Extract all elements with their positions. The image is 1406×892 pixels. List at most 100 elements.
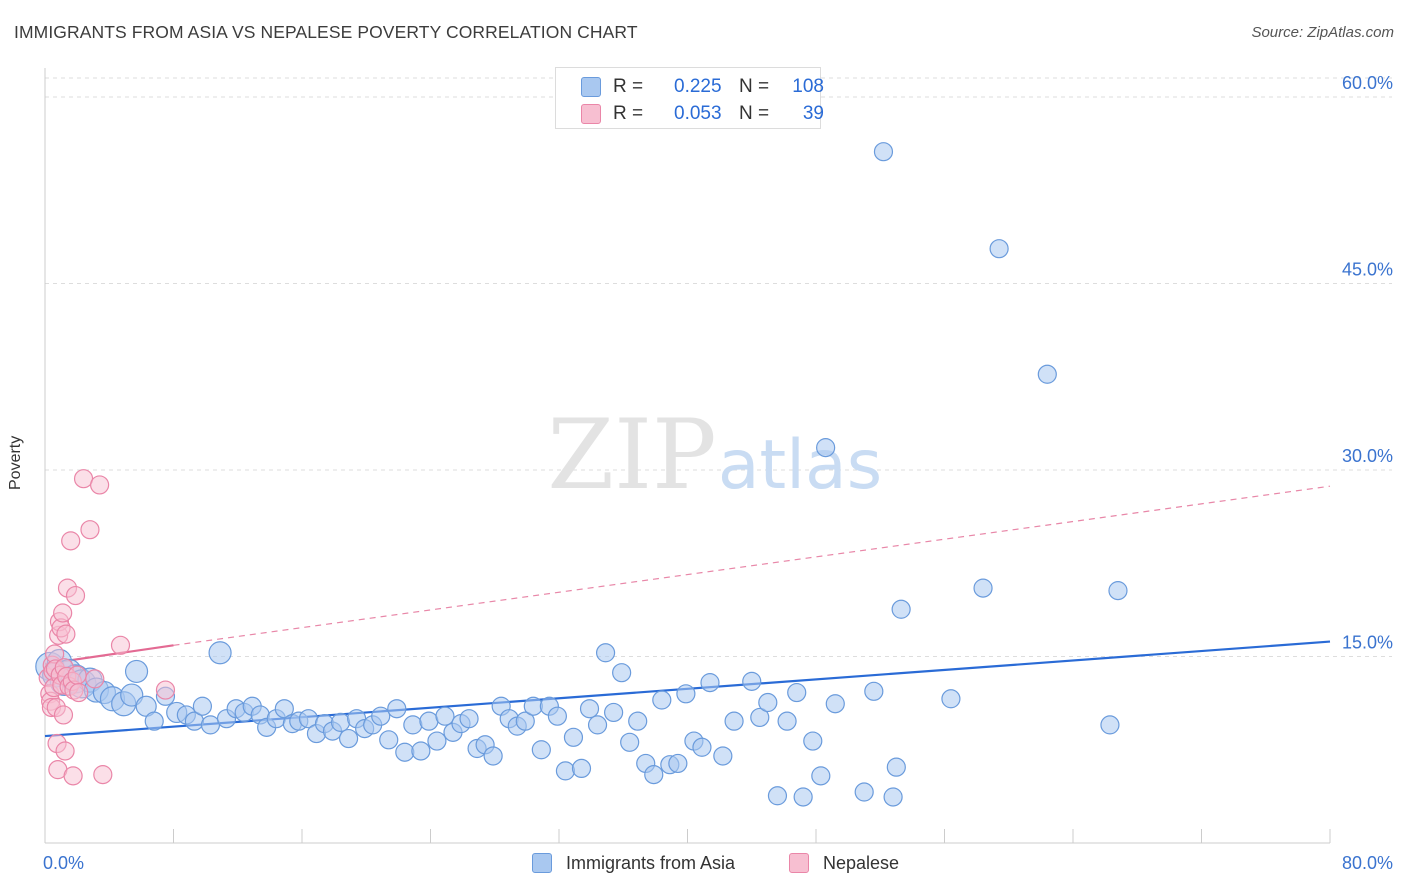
point-nepalese — [63, 766, 83, 786]
point-asia — [758, 692, 778, 713]
watermark-zip: ZIP — [547, 399, 716, 511]
x-tick-label-max: 80.0% — [1342, 853, 1393, 873]
point-asia — [395, 742, 415, 762]
tick-labels: 15.0% 30.0% 45.0% 60.0% 0.0% 80.0% — [43, 73, 1393, 873]
point-asia — [200, 715, 221, 735]
legend-r-label: R = — [613, 103, 644, 124]
point-asia — [825, 694, 845, 714]
watermark-atlas: atlas — [718, 426, 882, 505]
point-asia — [873, 142, 894, 162]
point-asia — [700, 673, 720, 693]
y-tick-label: 45.0% — [1342, 260, 1393, 280]
point-asia — [973, 578, 993, 598]
point-asia — [531, 740, 551, 760]
point-nepalese — [56, 624, 76, 644]
point-asia — [612, 663, 632, 683]
point-asia — [120, 683, 144, 707]
point-asia — [620, 732, 640, 752]
point-asia — [628, 711, 648, 731]
bottom-legend-label-asia: Immigrants from Asia — [566, 853, 736, 873]
point-asia — [579, 699, 600, 719]
point-nepalese — [85, 669, 105, 689]
point-asia — [989, 239, 1009, 259]
point-nepalese — [90, 475, 110, 495]
point-asia — [652, 690, 672, 710]
point-nepalese — [67, 665, 87, 685]
point-asia — [777, 711, 797, 731]
point-asia — [595, 643, 616, 663]
point-asia — [767, 786, 788, 806]
point-asia — [713, 746, 733, 766]
point-asia — [1100, 715, 1120, 735]
point-asia — [811, 766, 831, 786]
bottom-legend-swatch-asia — [532, 853, 552, 873]
legend-n-value: 108 — [792, 76, 824, 97]
point-asia — [459, 709, 479, 729]
chart-title: IMMIGRANTS FROM ASIA VS NEPALESE POVERTY… — [14, 22, 638, 42]
point-asia — [571, 758, 592, 779]
point-asia — [563, 727, 584, 747]
legend-r-label: R = — [613, 76, 644, 97]
legend-n-label: N = — [739, 103, 770, 124]
trend-line-nepalese-extension — [173, 485, 1331, 646]
point-nepalese — [61, 531, 81, 551]
bottom-legend-label-nepalese: Nepalese — [823, 853, 900, 873]
point-asia — [435, 706, 455, 726]
point-asia — [411, 741, 431, 761]
point-nepalese — [110, 635, 131, 655]
bottom-legend-swatch-nepalese — [789, 853, 809, 873]
point-nepalese — [53, 603, 73, 623]
point-asia — [742, 671, 762, 691]
point-asia — [124, 659, 149, 684]
point-asia — [330, 712, 351, 732]
point-asia — [274, 699, 294, 719]
legend-r-value: 0.053 — [674, 103, 722, 124]
x-tick-label-min: 0.0% — [43, 853, 84, 873]
point-asia — [547, 706, 567, 726]
point-nepalese — [155, 680, 176, 700]
legend-n-value: 39 — [802, 103, 824, 124]
y-tick-label: 15.0% — [1342, 633, 1393, 653]
legend-n-label: N = — [739, 76, 770, 97]
point-asia — [523, 696, 543, 716]
y-tick-label: 30.0% — [1342, 446, 1393, 466]
point-asia — [787, 682, 807, 703]
data-points — [35, 142, 1128, 807]
point-nepalese — [80, 520, 100, 540]
watermark: ZIP atlas — [547, 399, 882, 511]
point-asia — [793, 787, 813, 807]
point-asia — [1037, 364, 1057, 384]
point-nepalese — [73, 469, 94, 489]
point-asia — [208, 641, 232, 665]
point-asia — [816, 438, 836, 458]
point-asia — [676, 684, 696, 704]
y-axis-label: Poverty — [7, 435, 24, 490]
point-asia — [891, 599, 911, 619]
point-asia — [668, 753, 688, 774]
point-asia — [144, 711, 164, 731]
point-asia — [338, 728, 359, 749]
point-asia — [379, 730, 399, 750]
point-nepalese — [69, 682, 89, 703]
point-nepalese — [93, 765, 113, 785]
point-asia — [750, 707, 770, 728]
stats-legend: R = 0.225 N = 108 R = 0.053 N = 39 — [555, 67, 824, 129]
legend-r-value: 0.225 — [674, 76, 722, 97]
point-nepalese — [65, 585, 86, 606]
point-asia — [403, 715, 423, 735]
point-asia — [387, 699, 407, 719]
point-asia — [854, 782, 874, 802]
point-asia — [941, 689, 961, 709]
legend-swatch-asia — [581, 77, 601, 97]
point-asia — [371, 706, 391, 726]
legend-swatch-nepalese — [581, 104, 601, 124]
y-tick-label: 60.0% — [1342, 73, 1393, 93]
point-nepalese — [55, 741, 75, 761]
point-asia — [883, 787, 903, 807]
point-asia — [427, 731, 447, 751]
point-asia — [886, 757, 906, 777]
point-asia — [604, 702, 624, 723]
point-asia — [555, 761, 576, 781]
point-asia — [644, 765, 664, 785]
